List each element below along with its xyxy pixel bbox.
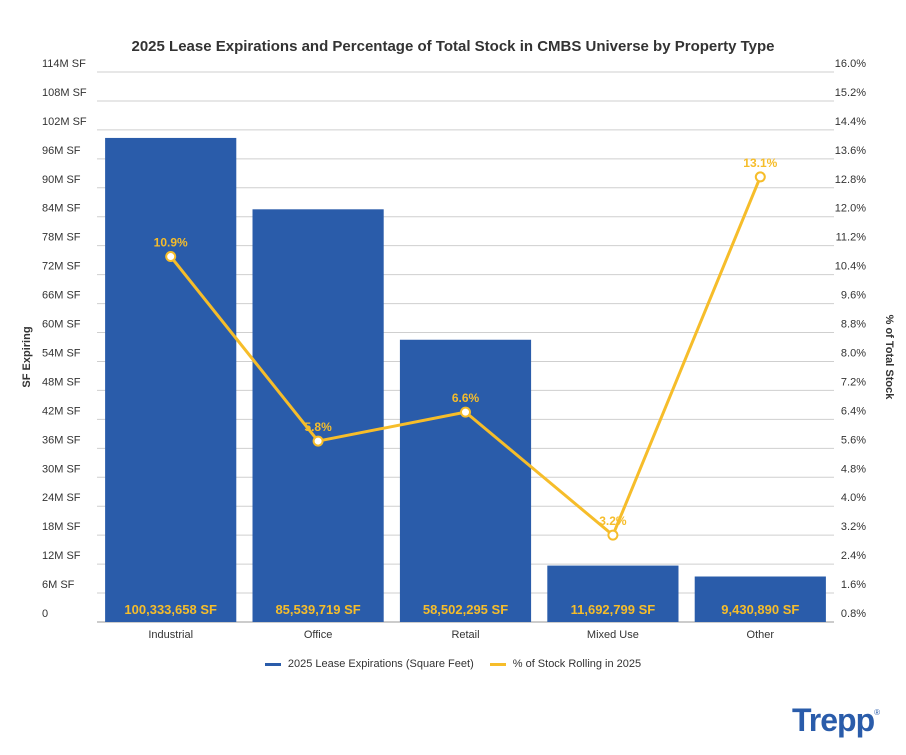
- legend-label-bars: 2025 Lease Expirations (Square Feet): [287, 658, 474, 670]
- bar-value-label: 58,502,295 SF: [423, 602, 508, 617]
- brand-name: Trepp: [792, 702, 875, 738]
- x-tick-label: Retail: [451, 629, 479, 641]
- right-tick-label: 1.6%: [841, 579, 866, 591]
- right-axis: 0.8% 1.6% 2.4% 3.2% 4.0% 4.8% 5.6% 6.4% 7.2% 8.0%…: [835, 58, 866, 620]
- right-tick-label: 5.6%: [841, 434, 866, 446]
- left-tick-label: 78M SF: [42, 232, 81, 244]
- right-tick-label: 11.2%: [836, 232, 867, 244]
- right-tick-label: 6.4%: [841, 405, 866, 417]
- chart-title: 2025 Lease Expirations and Percentage of…: [131, 38, 775, 55]
- left-tick-label: 6M SF: [42, 579, 75, 591]
- bar-value-label: 85,539,719 SF: [275, 602, 360, 617]
- left-tick-label: 114M SF: [42, 58, 86, 70]
- right-tick-label: 14.4%: [835, 116, 866, 128]
- left-tick-label: 60M SF: [42, 319, 81, 331]
- right-tick-label: 16.0%: [835, 58, 866, 70]
- right-tick-label: 13.6%: [835, 145, 866, 157]
- bar: [399, 339, 532, 622]
- left-tick-label: 48M SF: [42, 376, 81, 388]
- right-tick-label: 15.2%: [835, 87, 866, 99]
- x-tick-label: Other: [747, 629, 775, 641]
- left-tick-label: 42M SF: [42, 405, 81, 417]
- brand-mark: ®: [874, 708, 880, 717]
- bar: [105, 137, 237, 622]
- left-axis-title: SF Expiring: [21, 326, 33, 387]
- line-point: [607, 529, 619, 541]
- left-axis: 0 6M SF 12M SF 18M SF 24M SF 30M SF 36M SF 42M …: [42, 58, 87, 620]
- right-tick-label: 8.8%: [841, 319, 866, 331]
- right-tick-label: 12.0%: [835, 203, 866, 215]
- x-tick-label: Industrial: [148, 629, 193, 641]
- right-tick-label: 9.6%: [841, 290, 866, 302]
- left-tick-label: 108M SF: [42, 87, 87, 99]
- line-point-label: 10.9%: [154, 236, 188, 250]
- bar-value-label: 100,333,658 SF: [124, 602, 217, 617]
- bar: [694, 576, 826, 622]
- line-point: [754, 171, 766, 183]
- left-tick-label: 30M SF: [42, 463, 81, 475]
- legend-label-line: % of Stock Rolling in 2025: [512, 658, 642, 670]
- right-tick-label: 10.4%: [835, 261, 866, 273]
- trepp-logo-icon: Trepp®: [792, 702, 880, 739]
- right-tick-label: 8.0%: [841, 347, 866, 359]
- bar-value-label: 9,430,890 SF: [721, 602, 799, 617]
- left-tick-label: 102M SF: [42, 116, 87, 128]
- right-tick-label: 4.0%: [841, 492, 866, 504]
- bar-value-label: 11,692,799 SF: [571, 602, 656, 617]
- x-axis: Industrial Office Retail Mixed Use Other: [148, 629, 774, 641]
- bars: 100,333,658 SF 85,539,719 SF 58,502,295 SF…: [105, 137, 826, 622]
- right-tick-label: 3.2%: [841, 521, 866, 533]
- line-point: [460, 406, 471, 418]
- right-axis-title: % of Total Stock: [883, 315, 895, 401]
- left-tick-label: 90M SF: [42, 174, 81, 186]
- x-tick-label: Mixed Use: [587, 629, 639, 641]
- percent-line: 10.9% 5.8% 6.6% 3.2% 13.1%: [154, 156, 778, 541]
- legend-swatch-line: [489, 662, 506, 666]
- legend: 2025 Lease Expirations (Square Feet) % o…: [0, 658, 906, 670]
- left-tick-label: 12M SF: [42, 550, 81, 562]
- left-tick-label: 18M SF: [42, 521, 81, 533]
- line-point: [165, 251, 177, 263]
- bar: [547, 565, 679, 622]
- bar: [252, 209, 384, 622]
- left-tick-label: 72M SF: [42, 261, 81, 273]
- legend-swatch-bars: [264, 662, 281, 666]
- left-tick-label: 24M SF: [42, 492, 81, 504]
- right-tick-label: 4.8%: [841, 463, 866, 475]
- left-tick-label: 36M SF: [42, 434, 81, 446]
- left-tick-label: 54M SF: [42, 347, 81, 359]
- line-point-label: 3.2%: [599, 514, 627, 528]
- legend-item-bars: 2025 Lease Expirations (Square Feet): [264, 658, 474, 670]
- right-tick-label: 7.2%: [841, 376, 866, 388]
- line-point-label: 6.6%: [452, 391, 480, 405]
- right-tick-label: 2.4%: [841, 550, 866, 562]
- left-tick-label: 66M SF: [42, 290, 81, 302]
- line-point-label: 13.1%: [743, 156, 777, 170]
- right-tick-label: 12.8%: [835, 174, 866, 186]
- line-point: [312, 435, 324, 447]
- x-tick-label: Office: [304, 629, 333, 641]
- right-tick-label: 0.8%: [841, 608, 866, 620]
- line-point-label: 5.8%: [304, 420, 332, 434]
- left-tick-label: 84M SF: [42, 203, 81, 215]
- left-tick-label: 96M SF: [42, 145, 81, 157]
- legend-item-line: % of Stock Rolling in 2025: [489, 658, 642, 670]
- left-tick-label: 0: [42, 608, 48, 620]
